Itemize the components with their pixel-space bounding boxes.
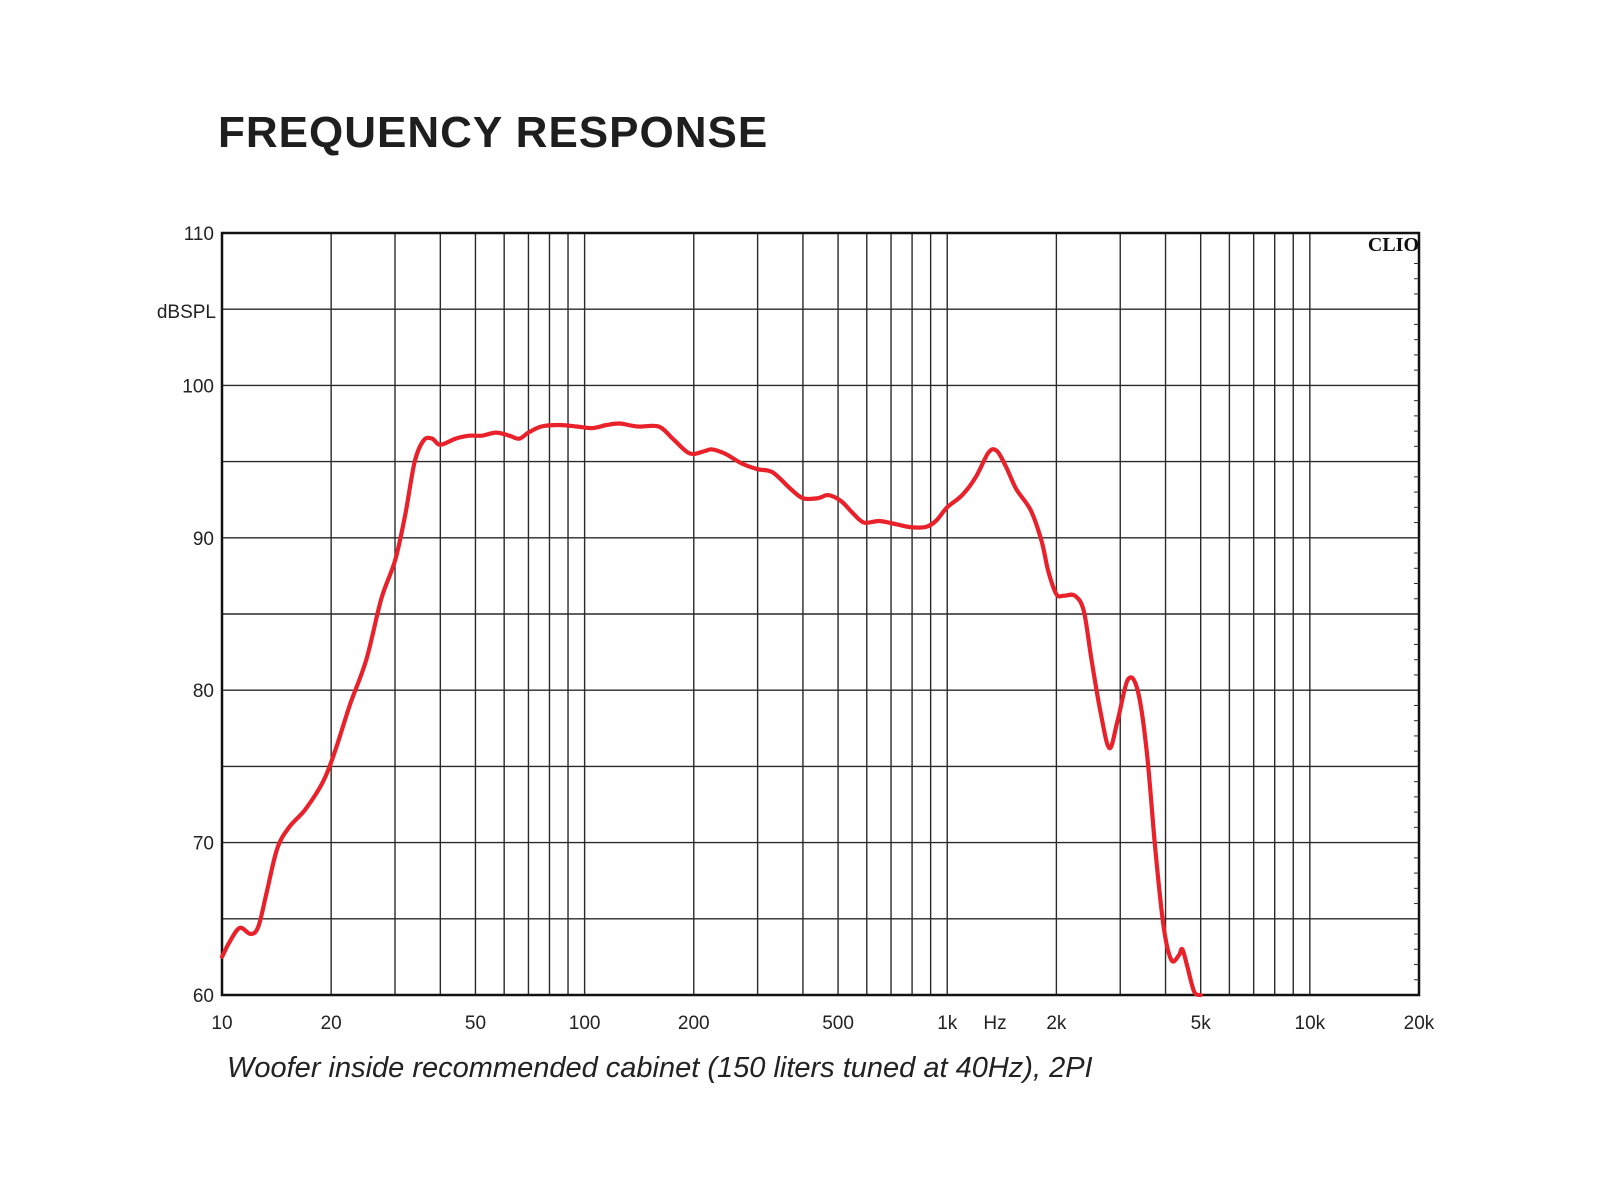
x-tick-label: 100	[569, 1013, 601, 1034]
y-tick-label: 100	[182, 376, 214, 397]
x-tick-label: 500	[822, 1013, 854, 1034]
x-tick-label: 10	[211, 1013, 232, 1034]
y-tick-label: 60	[193, 986, 214, 1007]
response-curve	[219, 421, 1203, 998]
response-series-line	[219, 421, 1203, 998]
plot-frame	[220, 231, 1421, 997]
y-tick-label: 90	[193, 529, 214, 550]
chart-title: FREQUENCY RESPONSE	[218, 108, 769, 157]
x-tick-label: 5k	[1191, 1013, 1212, 1034]
x-axis-label: Hz	[983, 1013, 1006, 1034]
x-tick-label: 20k	[1404, 1013, 1435, 1034]
y-tick-label: 80	[193, 681, 214, 702]
clio-watermark: CLIO	[1368, 234, 1419, 256]
tick-labels: 10 20 50 100 200 500 1k 2k 5k 10k 20k 60 70 80 90 100 11…	[182, 224, 1435, 1034]
x-tick-label: 2k	[1046, 1013, 1067, 1034]
y-axis-label: dBSPL	[157, 302, 216, 323]
x-tick-label: 20	[321, 1013, 342, 1034]
x-tick-label: 10k	[1295, 1013, 1326, 1034]
y-tick-label: 110	[184, 224, 214, 245]
y-tick-label: 70	[193, 834, 214, 855]
x-tick-label: 50	[465, 1013, 486, 1034]
chart-caption: Woofer inside recommended cabinet (150 l…	[227, 1052, 1093, 1084]
x-tick-label: 1k	[937, 1013, 958, 1034]
x-tick-label: 200	[678, 1013, 710, 1034]
grid-lines	[220, 231, 1421, 997]
